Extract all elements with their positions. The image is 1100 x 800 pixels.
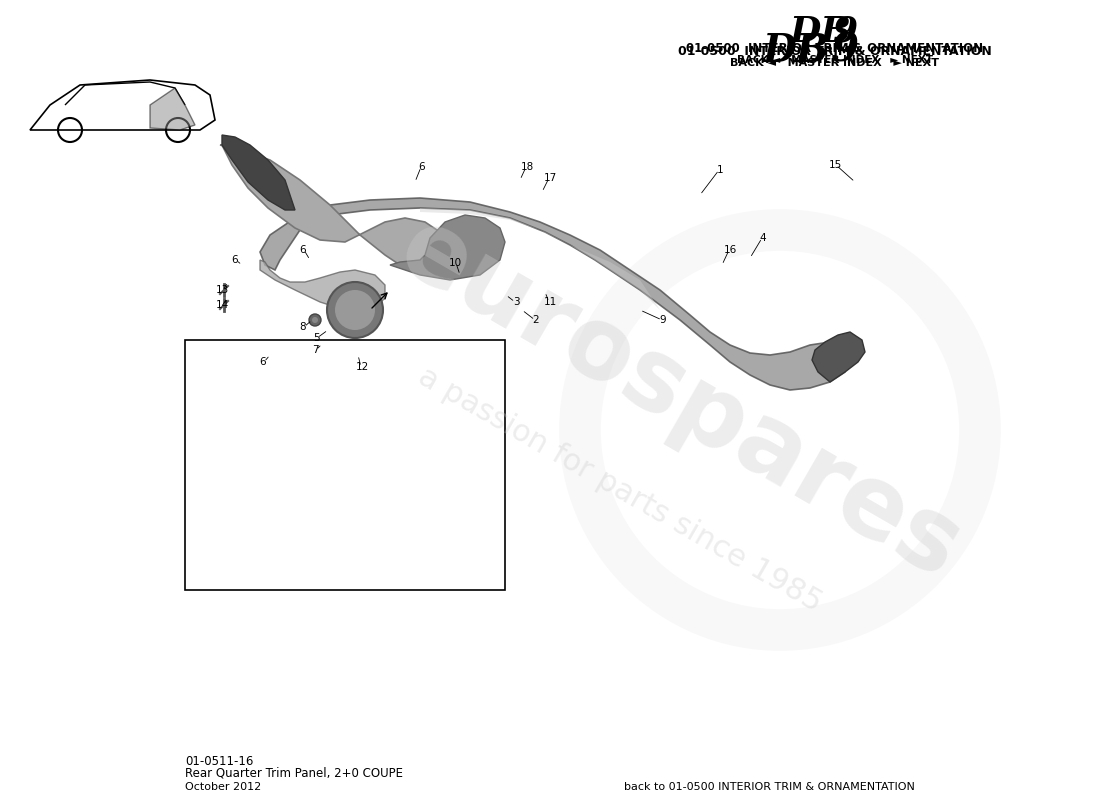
Circle shape bbox=[309, 314, 321, 326]
Text: Rear Quarter Trim Panel, 2+0 COUPE: Rear Quarter Trim Panel, 2+0 COUPE bbox=[185, 767, 403, 780]
Text: 9: 9 bbox=[830, 32, 858, 70]
Text: 11: 11 bbox=[543, 297, 557, 307]
Polygon shape bbox=[390, 215, 505, 280]
Polygon shape bbox=[150, 88, 195, 130]
Text: 9: 9 bbox=[832, 15, 857, 49]
Text: 12: 12 bbox=[355, 362, 368, 372]
Polygon shape bbox=[420, 208, 660, 310]
Text: 6: 6 bbox=[260, 357, 266, 367]
Text: 6: 6 bbox=[299, 245, 306, 255]
Polygon shape bbox=[220, 145, 446, 270]
Circle shape bbox=[327, 282, 383, 338]
Text: 8: 8 bbox=[299, 322, 306, 332]
Polygon shape bbox=[812, 332, 865, 382]
Text: 13: 13 bbox=[216, 285, 229, 295]
Polygon shape bbox=[260, 198, 850, 390]
Text: back to 01-0500 INTERIOR TRIM & ORNAMENTATION: back to 01-0500 INTERIOR TRIM & ORNAMENT… bbox=[624, 782, 915, 792]
Text: 2: 2 bbox=[532, 315, 539, 325]
Text: 15: 15 bbox=[828, 160, 842, 170]
Text: 7: 7 bbox=[311, 345, 318, 355]
Text: DB: DB bbox=[763, 32, 830, 70]
Text: 01-0500  INTERIOR TRIM & ORNAMENTATION: 01-0500 INTERIOR TRIM & ORNAMENTATION bbox=[678, 45, 992, 58]
Text: 16: 16 bbox=[724, 245, 737, 255]
Text: 5: 5 bbox=[312, 333, 319, 343]
Circle shape bbox=[312, 317, 318, 323]
Text: October 2012: October 2012 bbox=[185, 782, 262, 792]
Text: BACK ◄   MASTER INDEX   ► NEXT: BACK ◄ MASTER INDEX ► NEXT bbox=[730, 58, 939, 68]
Polygon shape bbox=[222, 135, 295, 210]
Text: 01-0500  INTERIOR TRIM & ORNAMENTATION: 01-0500 INTERIOR TRIM & ORNAMENTATION bbox=[686, 42, 983, 55]
Text: a passion for parts since 1985: a passion for parts since 1985 bbox=[414, 362, 827, 618]
Text: 9: 9 bbox=[660, 315, 667, 325]
Circle shape bbox=[336, 290, 375, 330]
Text: 3: 3 bbox=[513, 297, 519, 307]
Text: 6: 6 bbox=[419, 162, 426, 172]
Text: 14: 14 bbox=[216, 300, 229, 310]
Text: 17: 17 bbox=[543, 173, 557, 183]
Text: BACK ◄   MASTER INDEX   ► NEXT: BACK ◄ MASTER INDEX ► NEXT bbox=[737, 55, 933, 65]
Text: 6: 6 bbox=[232, 255, 239, 265]
Text: DB: DB bbox=[790, 15, 851, 49]
Text: 10: 10 bbox=[449, 258, 462, 268]
Polygon shape bbox=[260, 260, 385, 312]
Text: eurospares: eurospares bbox=[382, 200, 978, 600]
Text: 18: 18 bbox=[520, 162, 534, 172]
Text: 4: 4 bbox=[760, 233, 767, 243]
Text: 01-0511-16: 01-0511-16 bbox=[185, 755, 253, 768]
Text: 1: 1 bbox=[717, 165, 724, 175]
